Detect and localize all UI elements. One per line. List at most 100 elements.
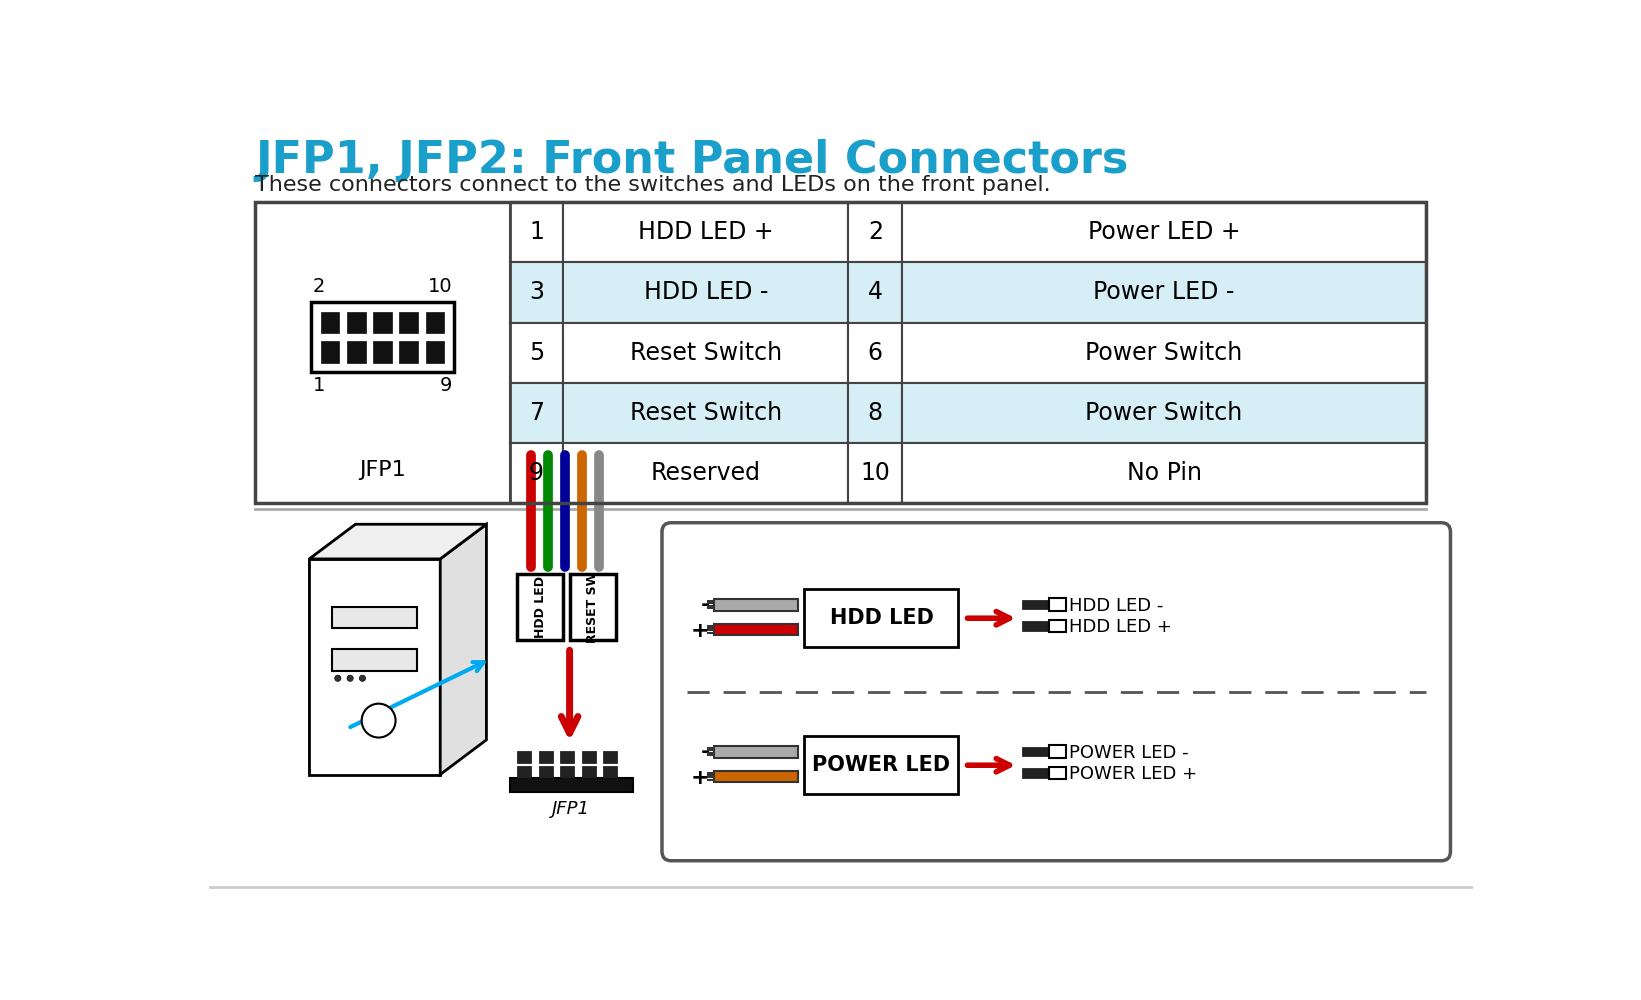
Bar — [322, 312, 340, 333]
Bar — [509, 778, 633, 792]
Text: HDD LED +: HDD LED + — [1068, 618, 1172, 636]
Bar — [707, 632, 714, 634]
Bar — [804, 589, 958, 647]
Text: HDD LED -: HDD LED - — [643, 280, 768, 304]
Bar — [804, 736, 958, 794]
Bar — [583, 751, 596, 763]
Text: 1: 1 — [313, 376, 325, 395]
Bar — [346, 312, 366, 333]
Bar — [707, 600, 714, 602]
Bar — [707, 774, 714, 776]
Bar — [399, 312, 418, 333]
Bar — [848, 202, 903, 262]
Bar — [425, 312, 445, 333]
Bar — [312, 302, 453, 372]
Bar — [903, 383, 1426, 443]
Text: Reserved: Reserved — [651, 461, 761, 485]
Bar — [707, 605, 714, 607]
Text: 10: 10 — [860, 461, 889, 485]
Bar — [707, 754, 714, 756]
Bar — [604, 751, 617, 763]
Bar — [604, 766, 617, 778]
Text: POWER LED: POWER LED — [812, 755, 950, 775]
Text: -: - — [701, 595, 709, 615]
Text: 9: 9 — [528, 461, 543, 485]
Bar — [517, 766, 532, 778]
Bar — [399, 341, 418, 363]
Text: RESET SW: RESET SW — [586, 571, 599, 643]
Bar — [903, 202, 1426, 262]
Bar — [714, 599, 798, 611]
Bar — [509, 323, 563, 383]
Bar — [560, 751, 574, 763]
Text: -: - — [701, 742, 709, 762]
Polygon shape — [309, 559, 440, 774]
Bar — [322, 341, 340, 363]
Bar — [714, 746, 798, 758]
Text: HDD LED: HDD LED — [829, 608, 934, 628]
Text: 4: 4 — [868, 280, 883, 304]
Bar — [1049, 598, 1067, 611]
Bar — [707, 776, 714, 778]
Text: +: + — [691, 768, 709, 788]
Text: HDD LED: HDD LED — [533, 576, 546, 638]
Text: Reset Switch: Reset Switch — [630, 341, 783, 365]
Bar — [707, 772, 714, 774]
Bar — [256, 202, 1426, 503]
Text: 7: 7 — [528, 401, 543, 425]
Bar — [707, 779, 714, 781]
Text: These connectors connect to the switches and LEDs on the front panel.: These connectors connect to the switches… — [256, 175, 1050, 195]
Polygon shape — [440, 524, 486, 774]
Text: 9: 9 — [440, 376, 453, 395]
Bar — [563, 383, 848, 443]
Text: Power LED -: Power LED - — [1093, 280, 1234, 304]
Bar — [583, 766, 596, 778]
Text: Power LED +: Power LED + — [1088, 220, 1241, 244]
Bar — [707, 752, 714, 754]
Bar — [373, 312, 392, 333]
Bar — [425, 341, 445, 363]
Bar — [714, 624, 798, 635]
Text: HDD LED +: HDD LED + — [638, 220, 773, 244]
Bar — [1022, 747, 1049, 756]
Bar — [509, 443, 563, 503]
Bar — [563, 443, 848, 503]
Bar — [707, 607, 714, 609]
FancyBboxPatch shape — [661, 523, 1451, 861]
Text: 3: 3 — [528, 280, 543, 304]
Circle shape — [361, 704, 395, 738]
Bar — [563, 202, 848, 262]
Bar — [848, 383, 903, 443]
Bar — [1022, 621, 1049, 631]
Bar — [509, 383, 563, 443]
Bar — [517, 574, 563, 640]
Text: 1: 1 — [528, 220, 543, 244]
Bar — [1022, 600, 1049, 609]
Bar — [903, 323, 1426, 383]
Bar — [903, 443, 1426, 503]
Bar — [538, 766, 553, 778]
Bar — [373, 341, 392, 363]
Circle shape — [335, 675, 341, 681]
Text: JFP1, JFP2: Front Panel Connectors: JFP1, JFP2: Front Panel Connectors — [256, 139, 1129, 182]
Text: 5: 5 — [528, 341, 545, 365]
Bar — [714, 771, 798, 782]
Text: 8: 8 — [868, 401, 883, 425]
Bar — [848, 443, 903, 503]
Bar — [1049, 767, 1067, 779]
Bar — [563, 323, 848, 383]
Bar — [346, 341, 366, 363]
Bar — [333, 649, 417, 671]
Text: 6: 6 — [868, 341, 883, 365]
Bar — [707, 627, 714, 629]
Text: JFP1: JFP1 — [551, 800, 591, 818]
Bar — [707, 625, 714, 627]
Bar — [333, 607, 417, 628]
Text: POWER LED -: POWER LED - — [1068, 744, 1188, 762]
Text: Reset Switch: Reset Switch — [630, 401, 783, 425]
Bar — [1049, 620, 1067, 632]
Text: 2: 2 — [313, 277, 325, 296]
Text: Power Switch: Power Switch — [1085, 401, 1242, 425]
Text: 10: 10 — [428, 277, 453, 296]
Bar — [707, 747, 714, 749]
